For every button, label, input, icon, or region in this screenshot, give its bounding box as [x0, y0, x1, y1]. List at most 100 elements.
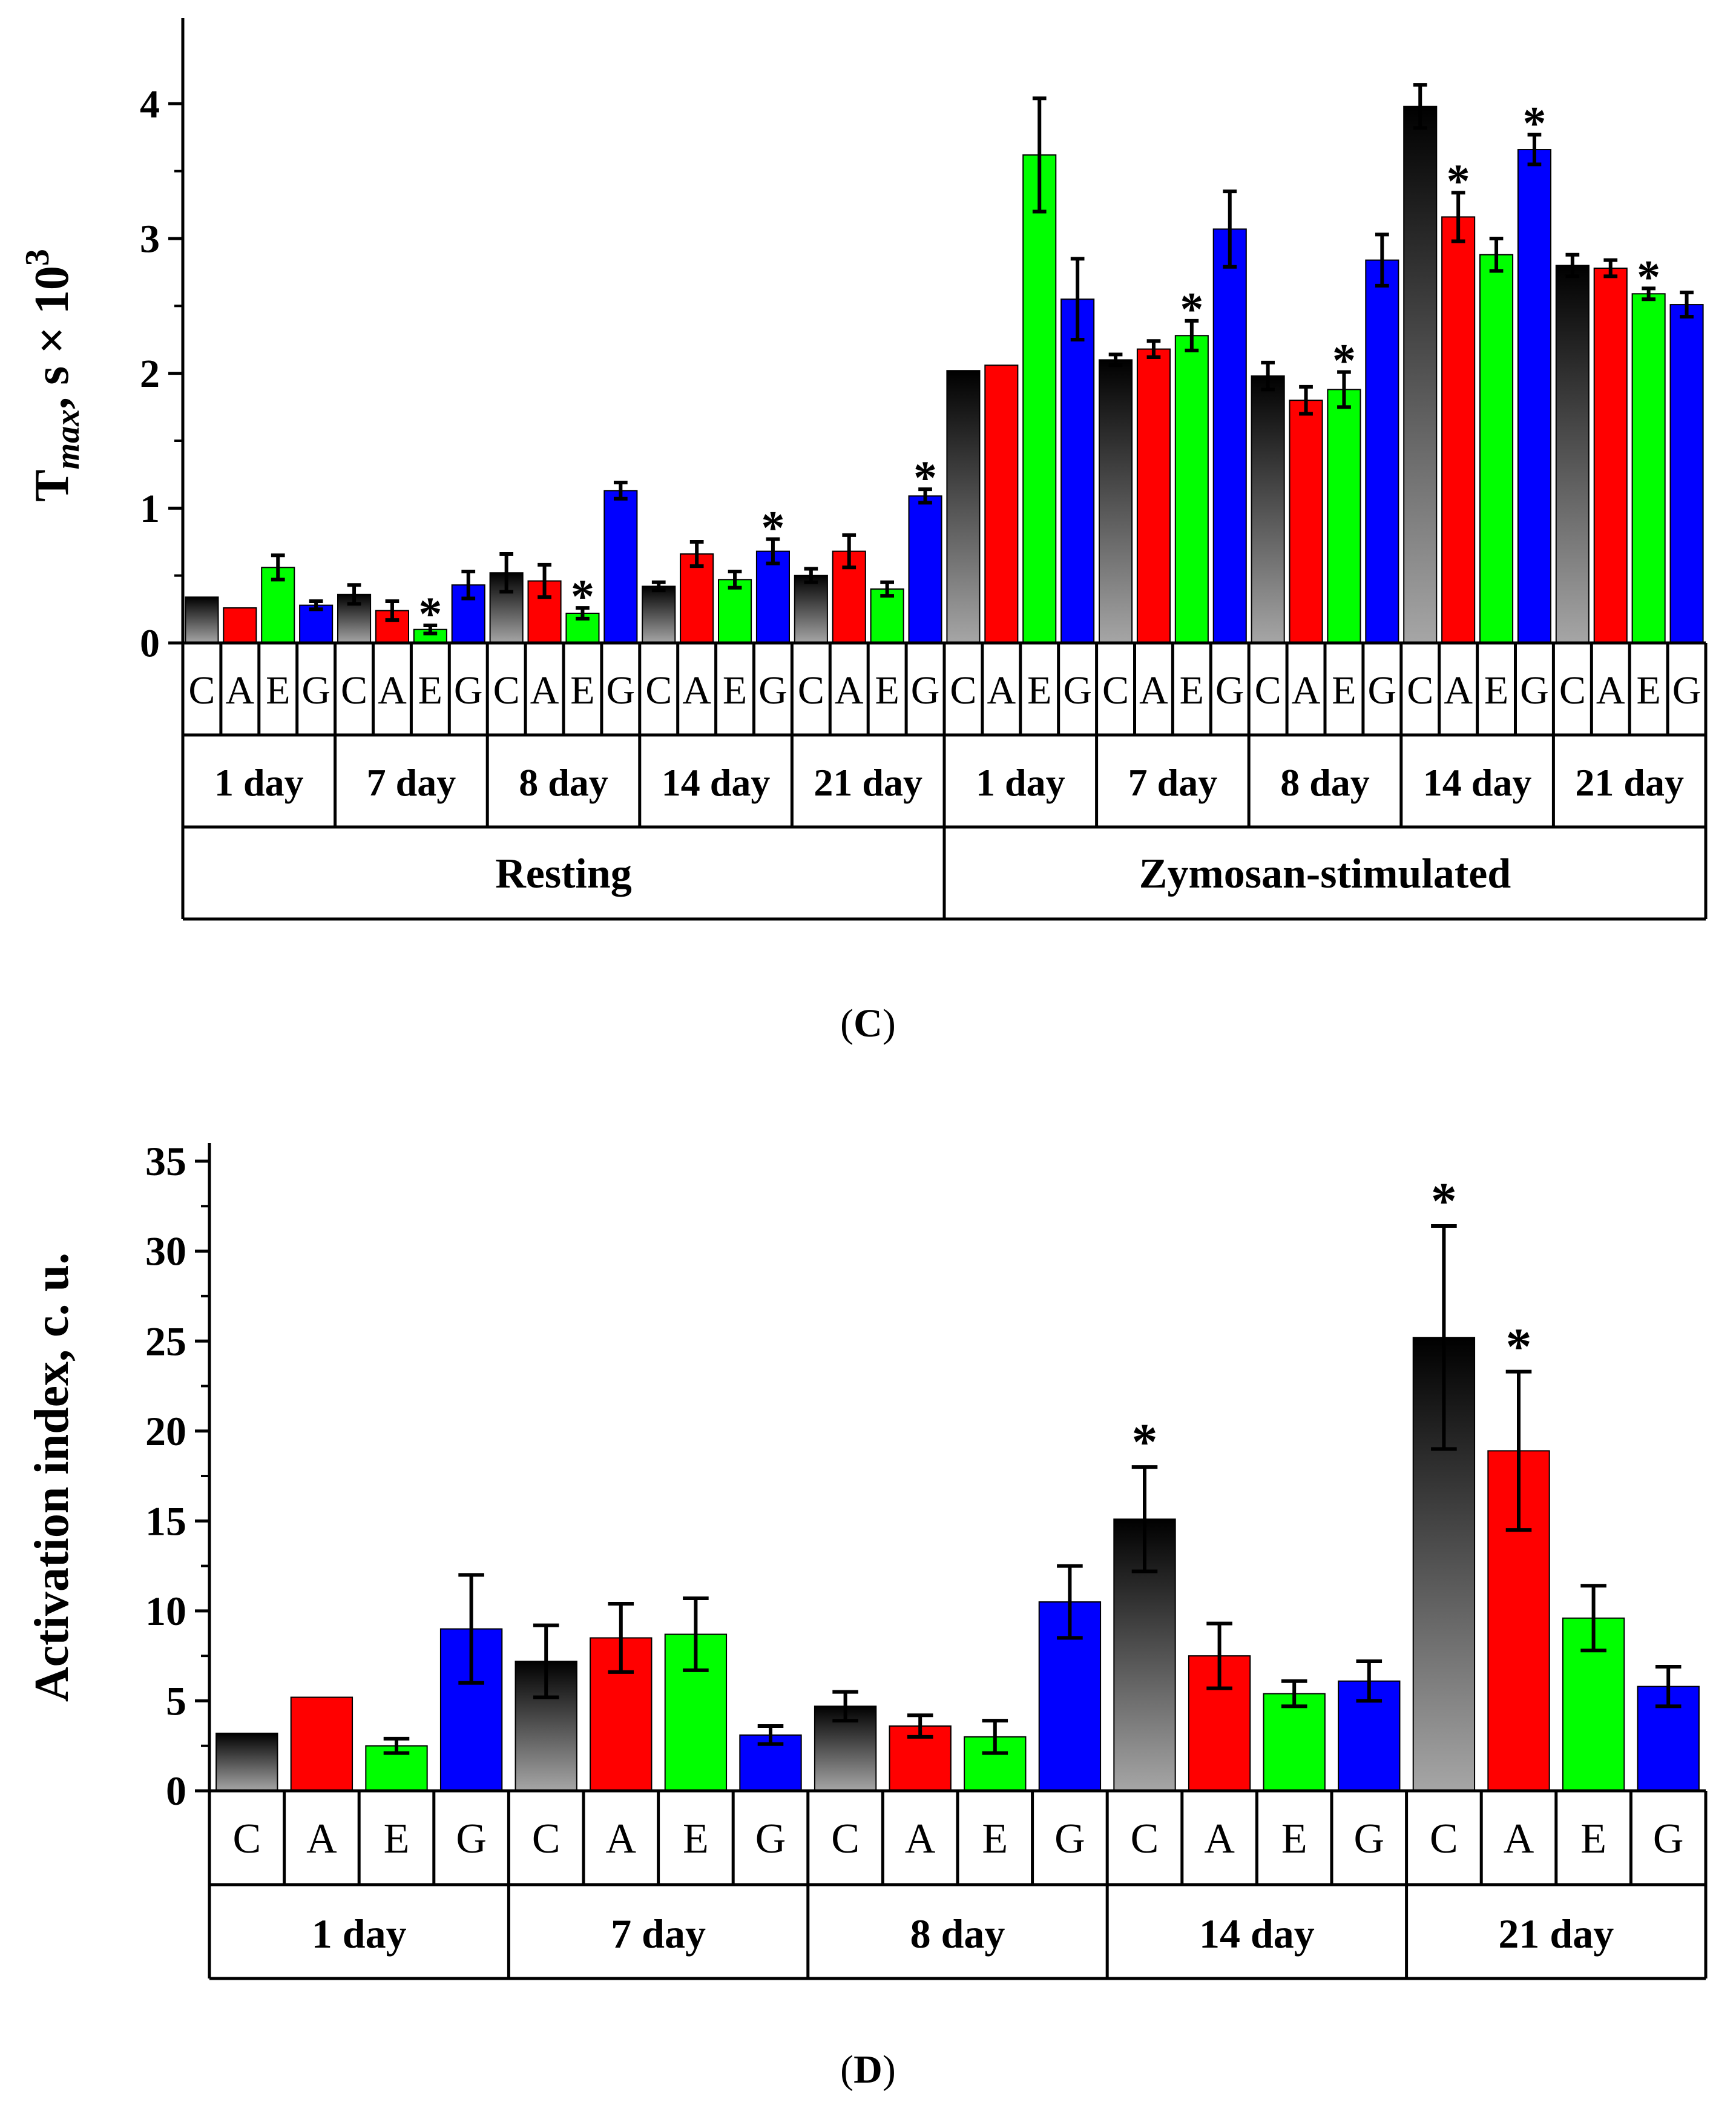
category-letter-label: A: [1139, 668, 1168, 713]
category-letter-label: E: [384, 1816, 410, 1862]
condition-label: Zymosan-stimulated: [1139, 851, 1511, 897]
bar-E-5: [1022, 154, 1057, 644]
bar-A-9: [1593, 267, 1628, 644]
significance-star: *: [761, 501, 784, 553]
category-letter-label: G: [1063, 668, 1092, 713]
category-letter-label: C: [493, 668, 520, 713]
bar-G-3: [755, 550, 790, 644]
y-tick-label: 30: [145, 1228, 186, 1274]
y-tick-label: 0: [166, 1768, 186, 1814]
panel-d-open-paren: (: [840, 2048, 853, 2092]
category-letter-label: E: [1180, 668, 1204, 713]
category-letter-label: A: [1292, 668, 1321, 713]
y-title-rest: , s × 10: [25, 266, 79, 409]
bar-A-5: [984, 364, 1019, 644]
bar-C-6: [1099, 359, 1133, 644]
category-letter-label: E: [723, 668, 747, 713]
y-tick-label: 0: [140, 621, 160, 665]
day-label: 7 day: [1128, 761, 1218, 804]
category-letter-label: C: [798, 668, 824, 713]
significance-star: *: [571, 570, 594, 622]
y-title-superscript: 3: [19, 249, 56, 266]
y-tick-label: 2: [140, 352, 160, 396]
category-letter-label: C: [1559, 668, 1586, 713]
category-letter-label: A: [306, 1816, 337, 1862]
category-letter-label: C: [341, 668, 367, 713]
bar-C-8: [1403, 105, 1438, 644]
category-letter-label: A: [378, 668, 407, 713]
panel-d-letter: D: [853, 2048, 883, 2092]
category-letter-label: G: [456, 1816, 487, 1862]
category-letter-label: C: [1430, 1816, 1458, 1862]
category-letter-label: G: [1520, 668, 1549, 713]
day-label: 8 day: [910, 1911, 1005, 1957]
significance-star: *: [1431, 1171, 1457, 1230]
category-letter-label: C: [232, 1816, 261, 1862]
bar-G-6: [1212, 228, 1247, 644]
bar-G-5: [1060, 298, 1095, 644]
day-label: 8 day: [1280, 761, 1370, 804]
category-letter-label: E: [1332, 668, 1356, 713]
category-letter-label: A: [530, 668, 559, 713]
category-letter-label: G: [755, 1816, 786, 1862]
significance-star: *: [1180, 283, 1203, 335]
category-letter-label: E: [1580, 1816, 1606, 1862]
category-letter-label: A: [1204, 1816, 1235, 1862]
category-letter-label: C: [645, 668, 672, 713]
category-letter-label: C: [1131, 1816, 1159, 1862]
panel-c-open-paren: (: [840, 1001, 853, 1046]
category-letter-label: A: [682, 668, 711, 713]
category-letter-label: G: [1354, 1816, 1385, 1862]
category-letter-label: C: [1102, 668, 1129, 713]
day-label: 21 day: [1498, 1911, 1614, 1957]
bar-C-4: [794, 575, 828, 644]
bar-A-6: [1136, 348, 1171, 644]
category-letter-label: C: [532, 1816, 561, 1862]
significance-star: *: [1506, 1317, 1532, 1375]
category-letter-label: E: [570, 668, 594, 713]
day-label: 14 day: [662, 761, 771, 804]
bar-E-6: [1174, 335, 1209, 644]
y-tick-label: 1: [140, 487, 160, 531]
panel-c-caption: (C): [840, 1001, 896, 1046]
category-letter-label: A: [835, 668, 864, 713]
day-label: 7 day: [611, 1911, 706, 1957]
significance-star: *: [1637, 250, 1660, 303]
category-letter-label: G: [1368, 668, 1397, 713]
bar-E-8: [1479, 254, 1514, 644]
y-axis-title-d: Activation index, c. u.: [25, 1253, 79, 1702]
day-label: 1 day: [976, 761, 1065, 804]
category-letter-label: G: [911, 668, 940, 713]
y-tick-label: 3: [140, 217, 160, 261]
category-letter-label: C: [950, 668, 976, 713]
y-tick-label: 35: [145, 1138, 186, 1184]
category-letter-label: E: [1484, 668, 1508, 713]
category-letter-label: E: [875, 668, 899, 713]
condition-label: Resting: [495, 851, 632, 897]
category-letter-label: E: [982, 1816, 1008, 1862]
category-letter-label: C: [1407, 668, 1433, 713]
category-letter-label: E: [266, 668, 290, 713]
significance-star: *: [913, 451, 937, 504]
panel-c-close-paren: ): [883, 1001, 896, 1046]
bar-C-0: [215, 1732, 278, 1792]
category-letter-label: E: [683, 1816, 709, 1862]
bar-A-0: [290, 1696, 353, 1791]
category-letter-label: A: [987, 668, 1016, 713]
day-label: 14 day: [1199, 1911, 1315, 1957]
bar-G-8: [1517, 149, 1551, 644]
category-letter-label: G: [454, 668, 483, 713]
day-label: 14 day: [1423, 761, 1532, 804]
y-title-subscript: max: [49, 409, 87, 470]
day-label: 1 day: [214, 761, 304, 804]
bar-E-9: [1631, 293, 1666, 644]
panel-d-caption: (D): [840, 2048, 896, 2092]
bar-A-7: [1289, 400, 1323, 644]
bar-C-9: [1555, 265, 1590, 644]
significance-star: *: [1447, 154, 1470, 207]
bar-C-3: [642, 585, 676, 644]
category-letter-label: A: [1444, 668, 1473, 713]
panel-d-close-paren: ): [883, 2048, 896, 2092]
